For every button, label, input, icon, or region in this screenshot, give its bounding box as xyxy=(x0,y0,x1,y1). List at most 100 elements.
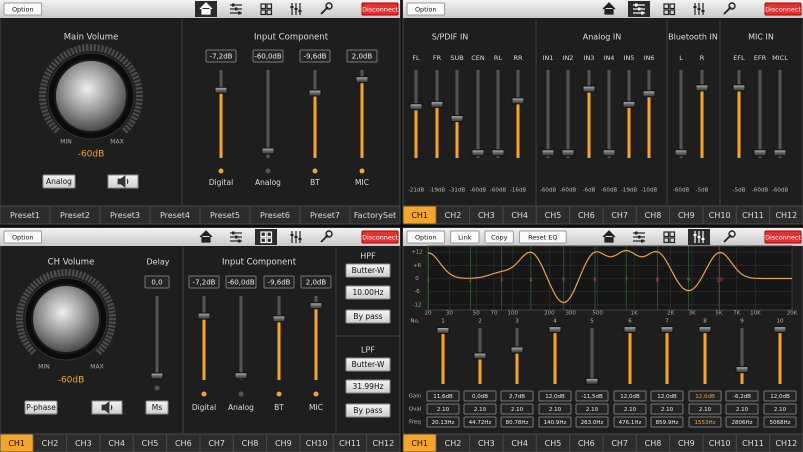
value-box xyxy=(463,403,497,415)
button[interactable] xyxy=(345,357,391,372)
slider-thumb[interactable] xyxy=(511,97,525,105)
slider-thumb[interactable] xyxy=(430,100,444,108)
slider-thumb[interactable] xyxy=(753,149,767,157)
value-box-label: 1553Hz xyxy=(694,420,715,426)
knob-tick xyxy=(130,71,138,77)
tab[interactable] xyxy=(366,433,401,452)
disconnect-button[interactable] xyxy=(764,2,802,16)
slider-thumb[interactable] xyxy=(773,149,787,157)
knob-tick xyxy=(95,348,103,356)
button[interactable] xyxy=(42,174,76,189)
slider-thumb[interactable] xyxy=(150,372,164,380)
slider-thumb[interactable] xyxy=(695,84,709,92)
label: -60dB xyxy=(470,188,486,194)
value-box xyxy=(688,390,722,402)
icon-grid xyxy=(266,231,273,238)
slider-thumb[interactable] xyxy=(548,326,562,334)
slider-thumb[interactable] xyxy=(735,366,749,374)
x-label: 200 xyxy=(544,311,555,317)
band-marker: 8 xyxy=(656,278,660,284)
slider-thumb[interactable] xyxy=(214,86,228,94)
slider-thumb[interactable] xyxy=(473,352,487,360)
label: MIN xyxy=(60,139,71,146)
knob-tick xyxy=(50,124,58,131)
disconnect-button[interactable] xyxy=(361,2,399,16)
button[interactable] xyxy=(345,263,391,278)
button[interactable] xyxy=(406,230,446,244)
status-dot xyxy=(276,391,282,397)
slider-thumb[interactable] xyxy=(409,103,423,111)
value-box xyxy=(575,416,609,428)
slider-thumb[interactable] xyxy=(582,85,596,93)
knob-tick xyxy=(135,98,143,102)
label: Analog xyxy=(255,178,281,187)
button[interactable] xyxy=(345,379,391,394)
tab-label: CH10 xyxy=(709,439,731,448)
button[interactable] xyxy=(345,285,391,300)
slider-thumb[interactable] xyxy=(450,115,464,123)
slider-thumb[interactable] xyxy=(623,326,637,334)
slider-thumb[interactable] xyxy=(585,377,599,385)
tab-label: CH6 xyxy=(578,211,595,220)
slider-thumb[interactable] xyxy=(308,89,322,97)
knob-tick xyxy=(103,46,109,54)
slider-thumb[interactable] xyxy=(773,326,787,334)
slider-thumb[interactable] xyxy=(261,147,275,155)
slider-fill xyxy=(360,79,364,158)
slider-thumb[interactable] xyxy=(471,149,485,157)
volume-knob[interactable] xyxy=(54,59,128,133)
disconnect-button[interactable] xyxy=(764,230,802,244)
icon-eq xyxy=(701,238,705,240)
knob-tick xyxy=(17,327,25,332)
value-box-label: 2.10 xyxy=(511,407,524,413)
preset-button[interactable] xyxy=(349,205,401,225)
button[interactable] xyxy=(484,230,514,244)
slider-thumb[interactable] xyxy=(642,90,656,98)
band-marker: 5 xyxy=(562,278,566,284)
button-label: Reset EQ xyxy=(528,234,557,242)
slider-thumb[interactable] xyxy=(234,372,248,380)
disconnect-button[interactable] xyxy=(361,230,399,244)
button[interactable] xyxy=(3,2,43,16)
button[interactable] xyxy=(345,309,391,324)
volume-value: -60dB xyxy=(78,150,105,160)
button[interactable] xyxy=(145,400,169,415)
value-box-label: 2.10 xyxy=(661,407,674,413)
slider-thumb[interactable] xyxy=(674,149,688,157)
tab-label: CH11 xyxy=(339,439,361,448)
slider-thumb[interactable] xyxy=(541,149,555,157)
value-box-label: 263.0Hz xyxy=(581,420,604,426)
slider-thumb[interactable] xyxy=(622,100,636,108)
button[interactable] xyxy=(3,230,43,244)
tab-label: CH1 xyxy=(411,439,428,448)
button[interactable] xyxy=(24,400,58,415)
slider-thumb[interactable] xyxy=(309,302,323,310)
knob-tick xyxy=(44,115,52,121)
slider-thumb[interactable] xyxy=(698,326,712,334)
volume-knob[interactable] xyxy=(31,284,101,354)
slider-track xyxy=(266,70,270,158)
button[interactable] xyxy=(345,403,391,418)
knob-tick xyxy=(39,86,47,91)
knob-tick xyxy=(100,288,108,295)
button[interactable] xyxy=(450,230,480,244)
slider-thumb[interactable] xyxy=(491,149,505,157)
tab[interactable] xyxy=(769,205,803,225)
icon-grid xyxy=(663,231,670,238)
tab-label: CH2 xyxy=(42,439,59,448)
slider-thumb[interactable] xyxy=(436,326,450,334)
label: -60dB xyxy=(752,188,768,194)
button[interactable] xyxy=(406,2,446,16)
slider-thumb[interactable] xyxy=(355,76,369,84)
slider-thumb[interactable] xyxy=(561,149,575,157)
tab[interactable] xyxy=(769,433,803,452)
knob-tick xyxy=(24,288,32,295)
slider-thumb[interactable] xyxy=(660,326,674,334)
slider-thumb[interactable] xyxy=(732,84,746,92)
slider-thumb[interactable] xyxy=(602,149,616,157)
y-label: +6 xyxy=(413,263,422,269)
slider-thumb[interactable] xyxy=(197,312,211,320)
slider-thumb[interactable] xyxy=(510,346,524,354)
button[interactable] xyxy=(518,230,567,244)
slider-thumb[interactable] xyxy=(272,315,286,323)
